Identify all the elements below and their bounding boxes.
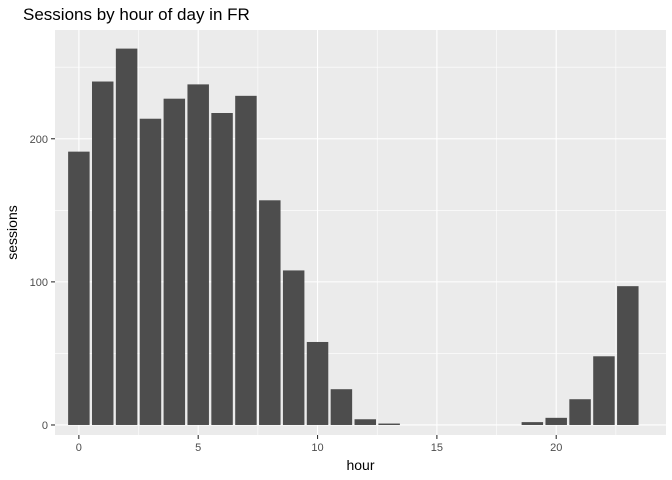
bar-hour-9 [282,270,305,425]
bar-hour-6 [211,113,233,425]
bars [68,48,639,425]
y-tick-label: 0 [42,420,48,432]
y-axis: 0 100 200 [30,134,55,432]
x-tick-label: 0 [76,442,82,454]
bar-hour-10 [306,341,329,425]
x-tick-label: 20 [550,442,562,454]
bar-hour-8 [259,200,281,425]
x-tick-label: 5 [195,442,201,454]
bar-hour-5 [187,84,209,425]
bar-hour-22 [593,356,615,425]
chart-title: Sessions by hour of day in FR [23,5,250,24]
y-axis-title: sessions [4,205,20,259]
bar-hour-4 [163,98,186,425]
bar-hour-0 [68,151,90,425]
bar-hour-20 [545,417,567,425]
bar-hour-23 [617,286,639,425]
x-axis-title: hour [346,457,374,473]
bar-hour-12 [354,419,377,425]
bar-hour-1 [91,81,114,425]
y-tick-label: 200 [30,134,48,146]
bar-hour-19 [521,422,544,425]
grid-minor [55,30,666,435]
x-tick-label: 15 [431,442,443,454]
x-tick-label: 10 [311,442,323,454]
bar-hour-11 [330,389,353,425]
bar-hour-3 [139,118,162,425]
bar-hour-13 [378,423,400,425]
x-axis: 0 5 10 15 20 [76,435,562,454]
y-tick-label: 100 [30,277,48,289]
bar-hour-2 [115,48,138,425]
bar-hour-21 [569,399,591,425]
bar-hour-7 [235,95,257,425]
